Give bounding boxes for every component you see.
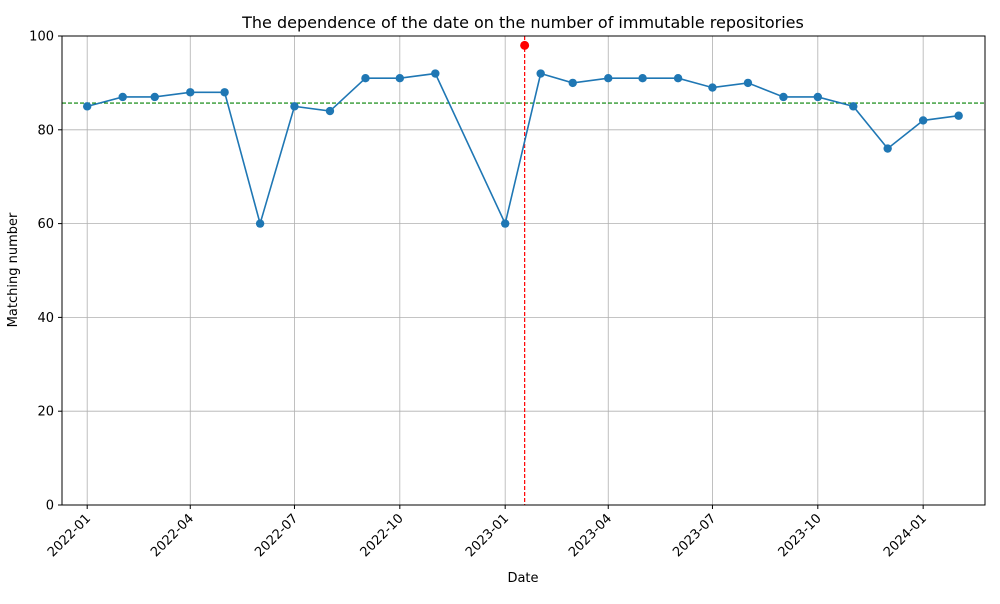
data-point (954, 111, 963, 120)
x-tick-label: 2024-01 (881, 511, 930, 560)
plot-frame (61, 35, 986, 506)
x-tick-label: 2022-04 (148, 511, 197, 560)
y-tick-label: 40 (37, 311, 54, 326)
y-tick-label: 20 (37, 405, 54, 420)
data-point (883, 144, 892, 153)
y-tick-label: 0 (46, 499, 54, 514)
grid (62, 35, 985, 506)
data-point (290, 102, 299, 111)
data-point (500, 219, 510, 228)
data-point (150, 92, 159, 102)
data-point (361, 74, 370, 83)
data-point (220, 88, 229, 97)
x-tick-label: 2022-10 (358, 511, 407, 560)
data-point (673, 74, 683, 83)
y-tick-label: 100 (29, 30, 54, 45)
data-point (604, 74, 613, 83)
chart-title: The dependence of the date on the number… (241, 13, 804, 32)
y-tick-label: 60 (37, 217, 54, 232)
data-point (431, 69, 440, 78)
data-point (708, 83, 717, 92)
data-point (813, 92, 823, 102)
data-point (325, 106, 335, 116)
x-tick-label: 2022-01 (45, 511, 94, 560)
data-point (118, 92, 127, 102)
x-tick-label: 2022-07 (252, 511, 301, 560)
y-axis-label: Matching number (6, 212, 21, 327)
y-tick-label: 80 (37, 123, 54, 138)
highlight-point (520, 40, 530, 50)
x-tick-label: 2023-07 (670, 511, 719, 560)
data-point (186, 88, 195, 97)
data-point (849, 102, 858, 111)
x-tick-label: 2023-04 (566, 511, 615, 560)
data-point (255, 219, 265, 228)
data-point (536, 69, 545, 78)
data-point (568, 78, 577, 88)
data-point (638, 74, 647, 83)
x-axis-label: Date (507, 571, 538, 586)
data-point (779, 92, 788, 102)
data-point (395, 74, 405, 83)
reference-lines (62, 36, 985, 505)
data-point (82, 102, 92, 111)
axes: 2022-01 2022-04 2022-07 2022-10 2023-01 2023-… (29, 30, 986, 560)
series-layer (82, 40, 963, 228)
data-point (743, 78, 753, 88)
data-point (918, 116, 928, 125)
series-line (86, 72, 959, 227)
x-tick-label: 2023-10 (776, 511, 825, 560)
x-tick-label: 2023-01 (463, 511, 512, 560)
